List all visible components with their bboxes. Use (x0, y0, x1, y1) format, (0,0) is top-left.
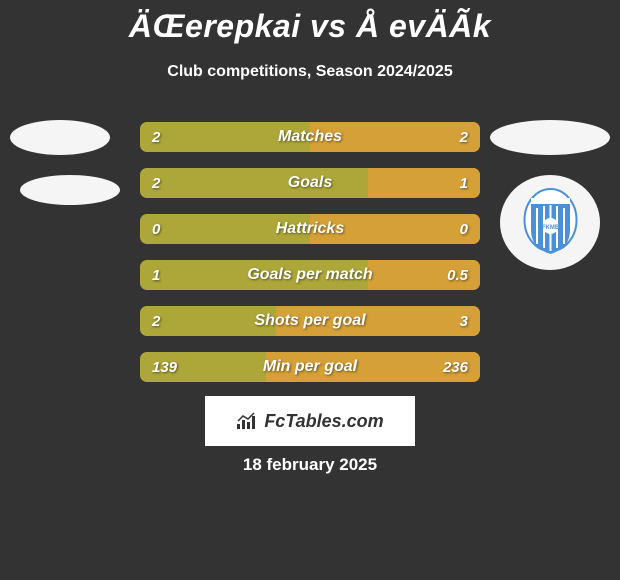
stat-label: Goals per match (140, 260, 480, 290)
stat-row: 2Goals1 (140, 168, 480, 198)
stat-label: Shots per goal (140, 306, 480, 336)
stat-row: 1Goals per match0.5 (140, 260, 480, 290)
player-left-badge-1 (10, 120, 110, 155)
chart-icon (236, 412, 258, 430)
stat-label: Hattricks (140, 214, 480, 244)
club-shield-icon: FKMB (523, 188, 578, 258)
player-right-badge-2: FKMB (500, 175, 600, 270)
stat-value-right: 1 (460, 168, 468, 198)
stat-label: Matches (140, 122, 480, 152)
player-right-badge-1 (490, 120, 610, 155)
stat-row: 139Min per goal236 (140, 352, 480, 382)
stat-label: Min per goal (140, 352, 480, 382)
player-left-badge-2 (20, 175, 120, 205)
branding-box[interactable]: FcTables.com (205, 396, 415, 446)
stat-row: 2Shots per goal3 (140, 306, 480, 336)
stat-value-right: 236 (443, 352, 468, 382)
branding-text: FcTables.com (264, 411, 383, 432)
stat-value-right: 0 (460, 214, 468, 244)
date-label: 18 february 2025 (0, 455, 620, 475)
branding-label: FcTables.com (236, 411, 383, 432)
stat-value-right: 3 (460, 306, 468, 336)
stat-value-right: 2 (460, 122, 468, 152)
stat-row: 0Hattricks0 (140, 214, 480, 244)
subtitle: Club competitions, Season 2024/2025 (0, 63, 620, 81)
stat-value-right: 0.5 (447, 260, 468, 290)
svg-text:FKMB: FKMB (541, 225, 559, 231)
stat-row: 2Matches2 (140, 122, 480, 152)
stat-label: Goals (140, 168, 480, 198)
page-title: ÄŒerepkai vs Å evÄÃ­k (0, 0, 620, 45)
stats-container: 2Matches22Goals10Hattricks01Goals per ma… (140, 122, 480, 398)
